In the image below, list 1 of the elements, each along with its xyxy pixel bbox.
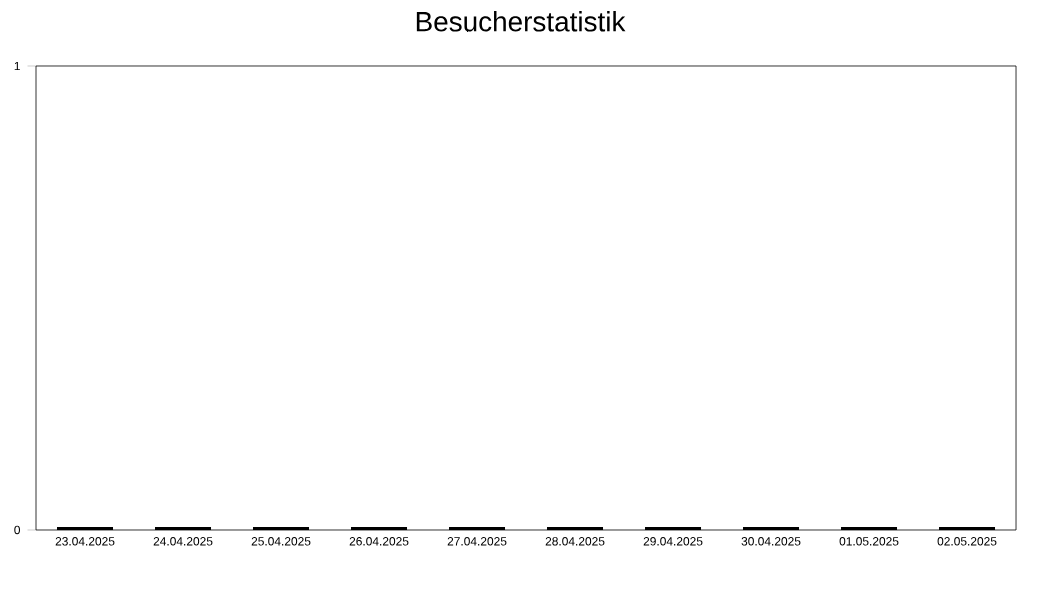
- chart-title: Besucherstatistik: [416, 11, 626, 32]
